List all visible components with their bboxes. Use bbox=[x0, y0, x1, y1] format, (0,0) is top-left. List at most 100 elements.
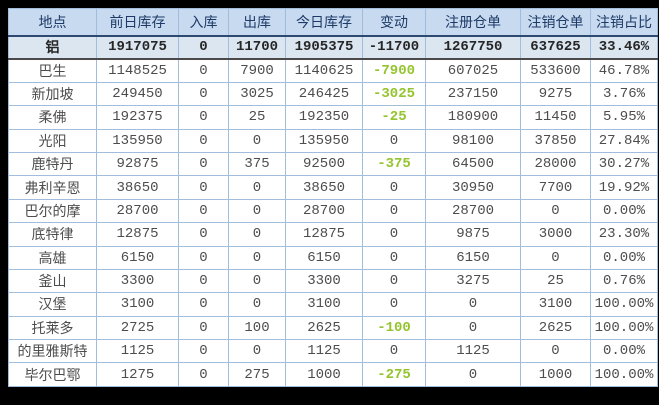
location-cell: 汉堡 bbox=[8, 292, 97, 317]
value-cell: 0 bbox=[228, 292, 286, 317]
value-cell: 6150 bbox=[96, 245, 179, 270]
value-cell: 0 bbox=[228, 222, 286, 247]
value-cell: 3300 bbox=[285, 268, 363, 294]
value-cell: 1140625 bbox=[285, 58, 363, 83]
value-cell: 0.00% bbox=[590, 245, 658, 270]
value-cell: 0 bbox=[178, 222, 229, 247]
value-cell: -100 bbox=[362, 315, 426, 341]
value-cell: 3000 bbox=[520, 222, 591, 247]
value-cell: 92500 bbox=[285, 151, 363, 177]
location-cell: 巴尔的摩 bbox=[8, 198, 97, 224]
value-cell: 0 bbox=[228, 175, 286, 200]
table-row: 釜山 3300 0 0 3300 0 3275 25 0.76% bbox=[8, 268, 658, 294]
value-cell: 0 bbox=[520, 339, 591, 364]
value-cell: 27.84% bbox=[590, 128, 658, 153]
column-header-3: 入库 bbox=[178, 8, 229, 37]
value-cell: 0 bbox=[362, 198, 426, 224]
location-cell: 毕尔巴鄂 bbox=[8, 362, 97, 387]
value-cell: 3100 bbox=[96, 292, 179, 317]
value-cell: 100.00% bbox=[590, 315, 658, 341]
table-row: 底特律 12875 0 0 12875 0 9875 3000 23.30% bbox=[8, 222, 658, 247]
value-cell: 9275 bbox=[520, 81, 591, 107]
value-cell: 9875 bbox=[425, 222, 521, 247]
value-cell: 0 bbox=[228, 268, 286, 294]
location-cell: 巴生 bbox=[8, 58, 97, 83]
value-cell: -7900 bbox=[362, 58, 426, 83]
value-cell: -3025 bbox=[362, 81, 426, 107]
table-row: 的里雅斯特 1125 0 0 1125 0 1125 0 0.00% bbox=[8, 339, 658, 364]
value-cell: 12875 bbox=[285, 222, 363, 247]
value-cell: 0 bbox=[520, 198, 591, 224]
value-cell: 0.00% bbox=[590, 198, 658, 224]
value-cell: 375 bbox=[228, 151, 286, 177]
location-cell: 底特律 bbox=[8, 222, 97, 247]
value-cell: 46.78% bbox=[590, 58, 658, 83]
location-cell: 高雄 bbox=[8, 245, 97, 270]
value-cell: 0 bbox=[178, 362, 229, 387]
value-cell: 38650 bbox=[285, 175, 363, 200]
value-cell: 2625 bbox=[520, 315, 591, 341]
header-row: 地点 前日库存 入库 出库 今日库存 变动 注册仓单 注销仓单 注销占比 bbox=[8, 8, 658, 37]
location-cell: 弗利辛恩 bbox=[8, 175, 97, 200]
value-cell: -25 bbox=[362, 105, 426, 130]
table-row: 柔佛 192375 0 25 192350 -25 180900 11450 5.95% bbox=[8, 105, 658, 130]
value-cell: 30.27% bbox=[590, 151, 658, 177]
value-cell: 0 bbox=[178, 81, 229, 107]
value-cell: 0 bbox=[228, 128, 286, 153]
value-cell: 0 bbox=[362, 268, 426, 294]
value-cell: 0.76% bbox=[590, 268, 658, 294]
table-row: 托莱多 2725 0 100 2625 -100 0 2625 100.00% bbox=[8, 315, 658, 341]
table-row: 巴生 1148525 0 7900 1140625 -7900 607025 533600 46… bbox=[8, 58, 658, 83]
value-cell: 7700 bbox=[520, 175, 591, 200]
column-header-7: 注册仓单 bbox=[425, 8, 521, 37]
value-cell: 1905375 bbox=[285, 34, 363, 60]
value-cell: -275 bbox=[362, 362, 426, 387]
value-cell: 100.00% bbox=[590, 292, 658, 317]
value-cell: 0 bbox=[362, 175, 426, 200]
value-cell: 33.46% bbox=[590, 34, 658, 60]
table-row: 毕尔巴鄂 1275 0 275 1000 -275 0 1000 100.00% bbox=[8, 362, 658, 387]
value-cell: 28700 bbox=[96, 198, 179, 224]
value-cell: 0 bbox=[178, 58, 229, 83]
value-cell: 0 bbox=[178, 198, 229, 224]
value-cell: 1000 bbox=[520, 362, 591, 387]
column-header-1: 地点 bbox=[8, 8, 97, 37]
value-cell: 0 bbox=[228, 245, 286, 270]
table-row: 新加坡 249450 0 3025 246425 -3025 237150 9275 3.76% bbox=[8, 81, 658, 107]
table-body: 铝 1917075 0 11700 1905375 -11700 1267750 637625… bbox=[8, 34, 658, 387]
value-cell: 1148525 bbox=[96, 58, 179, 83]
value-cell: 25 bbox=[520, 268, 591, 294]
value-cell: 0 bbox=[362, 339, 426, 364]
table-row: 弗利辛恩 38650 0 0 38650 0 30950 7700 19.92% bbox=[8, 175, 658, 200]
value-cell: 1000 bbox=[285, 362, 363, 387]
value-cell: 0 bbox=[178, 268, 229, 294]
value-cell: 100 bbox=[228, 315, 286, 341]
value-cell: 0 bbox=[362, 128, 426, 153]
table-row: 高雄 6150 0 0 6150 0 6150 0 0.00% bbox=[8, 245, 658, 270]
column-header-5: 今日库存 bbox=[285, 8, 363, 37]
value-cell: 192375 bbox=[96, 105, 179, 130]
value-cell: 1125 bbox=[96, 339, 179, 364]
location-cell: 光阳 bbox=[8, 128, 97, 153]
value-cell: 3100 bbox=[520, 292, 591, 317]
table-row: 巴尔的摩 28700 0 0 28700 0 28700 0 0.00% bbox=[8, 198, 658, 224]
location-cell: 托莱多 bbox=[8, 315, 97, 341]
value-cell: 19.92% bbox=[590, 175, 658, 200]
location-cell: 铝 bbox=[8, 34, 97, 60]
value-cell: 38650 bbox=[96, 175, 179, 200]
value-cell: 0 bbox=[425, 362, 521, 387]
table-row: 光阳 135950 0 0 135950 0 98100 37850 27.84% bbox=[8, 128, 658, 153]
value-cell: 0 bbox=[425, 292, 521, 317]
value-cell: 11700 bbox=[228, 34, 286, 60]
value-cell: 237150 bbox=[425, 81, 521, 107]
location-cell: 鹿特丹 bbox=[8, 151, 97, 177]
value-cell: 6150 bbox=[285, 245, 363, 270]
value-cell: 0 bbox=[178, 245, 229, 270]
value-cell: 135950 bbox=[285, 128, 363, 153]
value-cell: 3025 bbox=[228, 81, 286, 107]
value-cell: 28700 bbox=[425, 198, 521, 224]
value-cell: 0 bbox=[178, 339, 229, 364]
value-cell: 0 bbox=[178, 292, 229, 317]
value-cell: 30950 bbox=[425, 175, 521, 200]
value-cell: 0 bbox=[178, 34, 229, 60]
